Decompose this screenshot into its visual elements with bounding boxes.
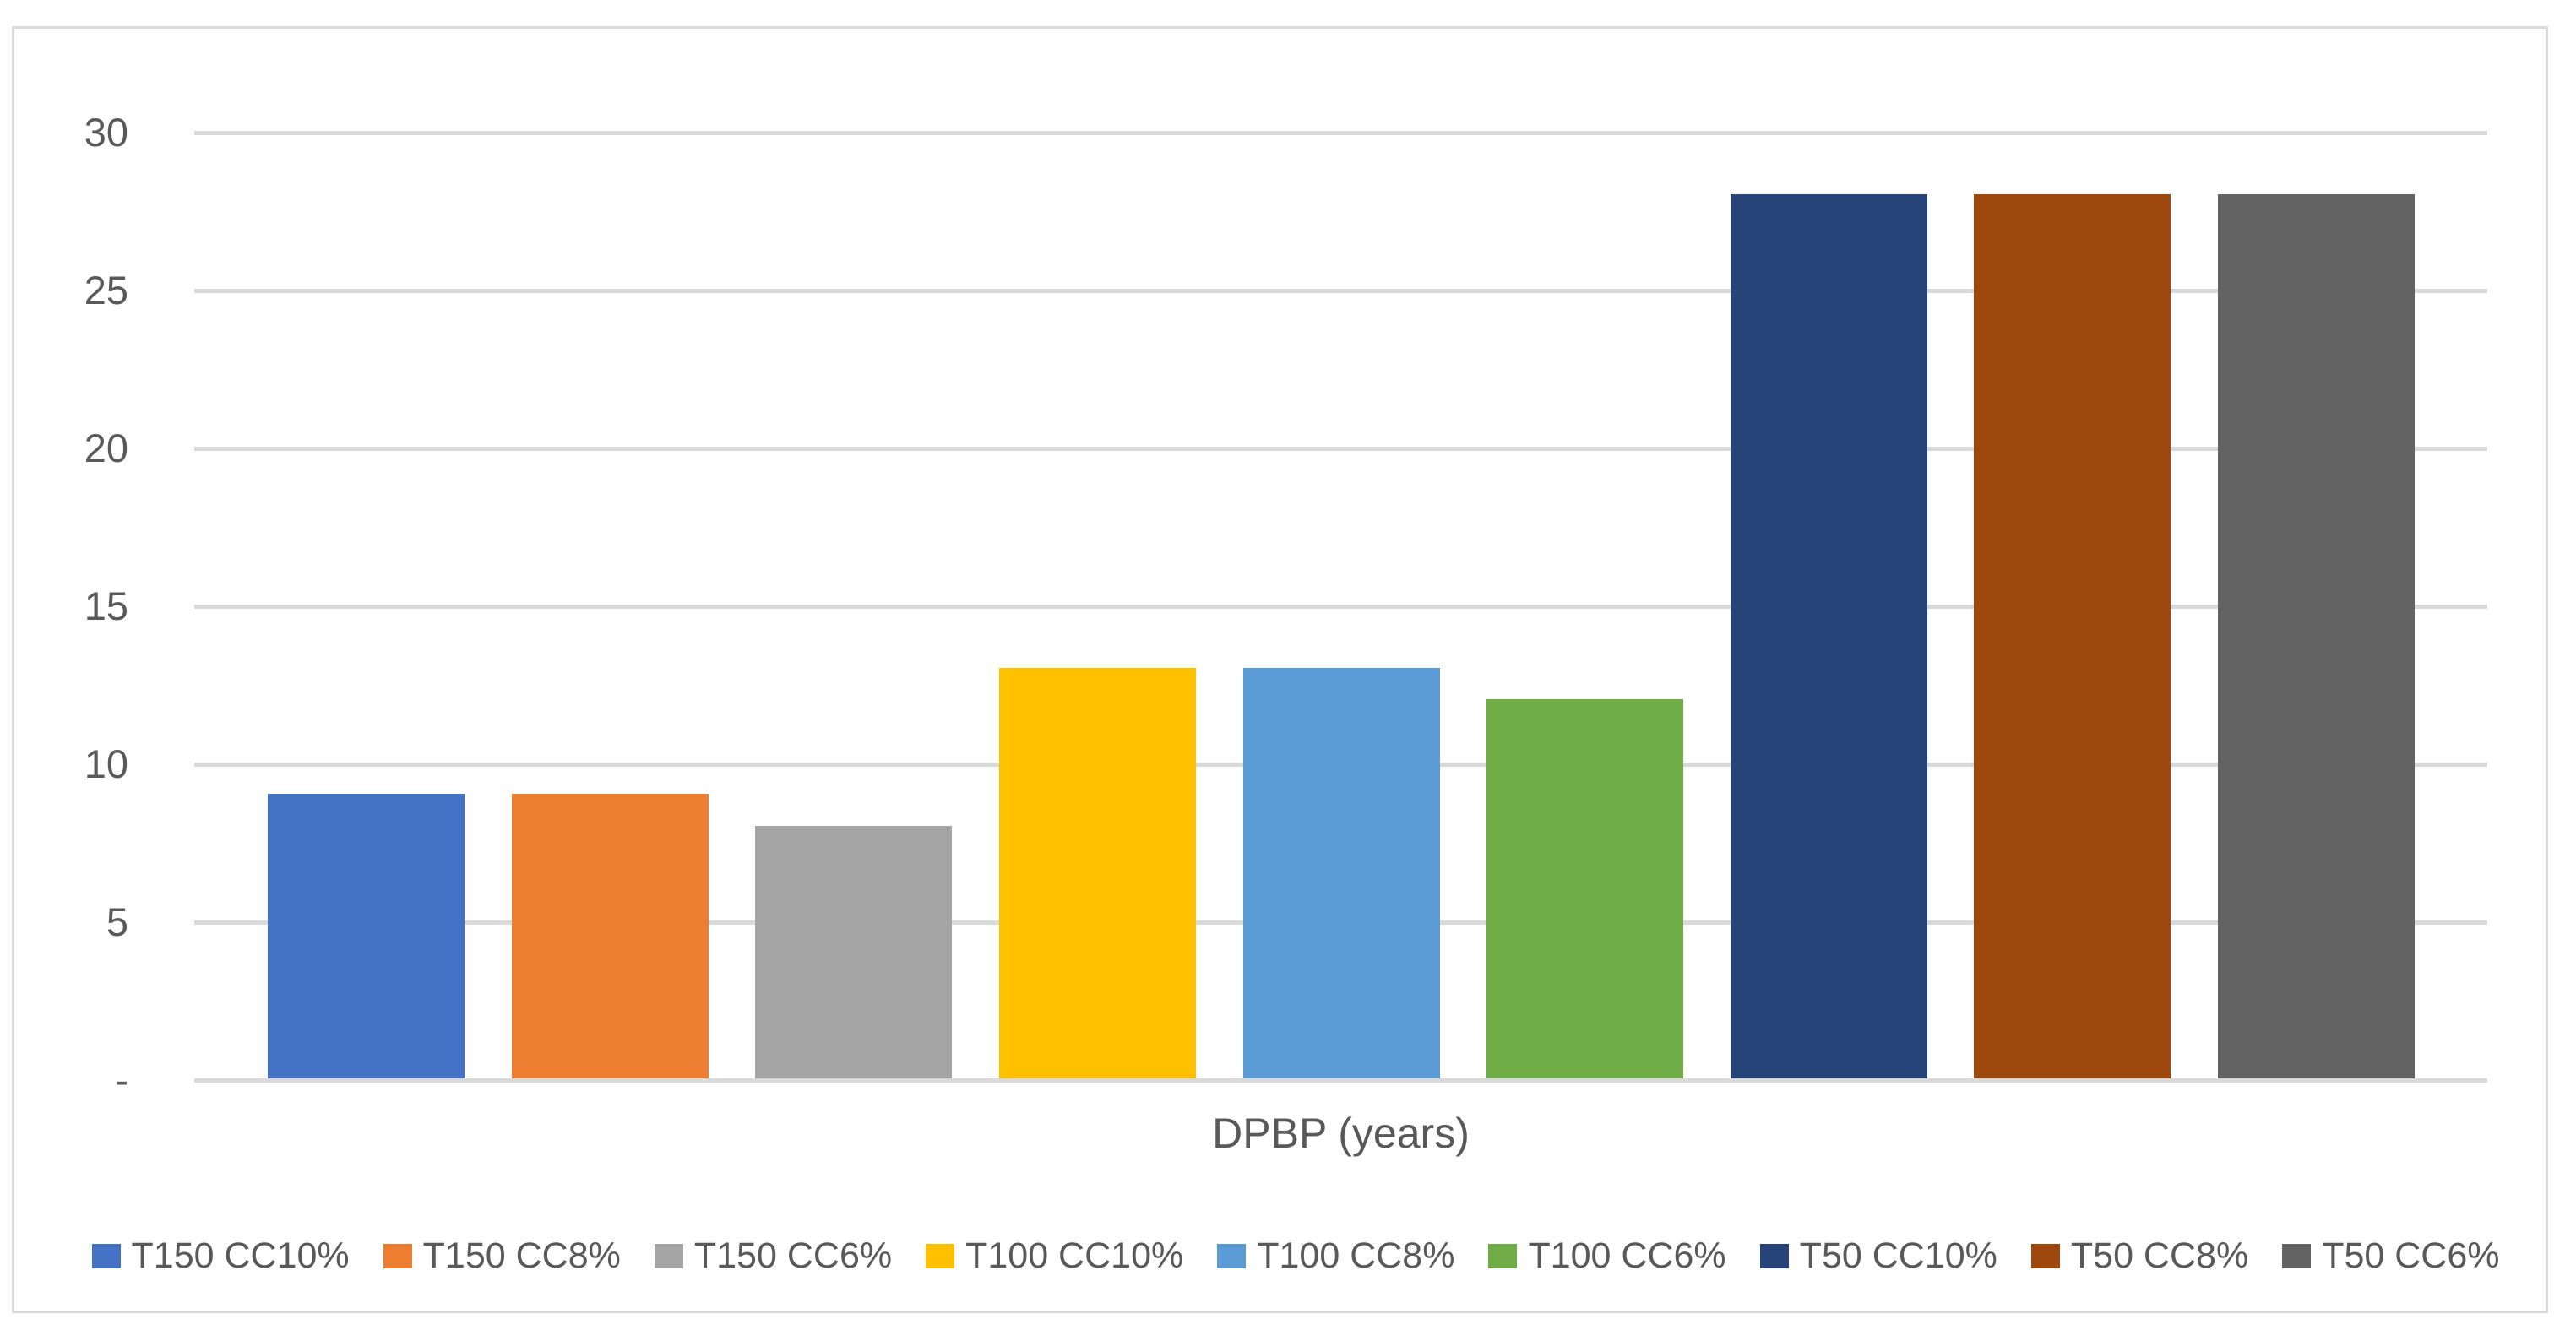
legend-item-t100-cc8pct: T100 CC8%	[1217, 1234, 1454, 1278]
bar-t100-cc6pct	[1486, 699, 1684, 1078]
legend-label-t150-cc10pct: T150 CC10%	[131, 1235, 350, 1276]
legend-label-t150-cc6pct: T150 CC6%	[693, 1235, 893, 1276]
bar-t50-cc8pct	[1974, 193, 2171, 1078]
legend-label-t100-cc8pct: T100 CC8%	[1257, 1235, 1455, 1276]
gridline-0	[194, 1078, 2487, 1083]
legend-color-swatch-t150-cc6pct	[654, 1243, 683, 1268]
legend-item-t100-cc6pct: T100 CC6%	[1488, 1234, 1726, 1278]
legend-label-t100-cc6pct: T100 CC6%	[1528, 1235, 1726, 1276]
legend-item-t100-cc10pct: T100 CC10%	[926, 1234, 1183, 1278]
legend-item-t150-cc8pct: T150 CC8%	[383, 1234, 621, 1278]
legend-item-t150-cc6pct: T150 CC6%	[654, 1234, 893, 1278]
legend-item-t150-cc10pct: T150 CC10%	[91, 1234, 350, 1278]
y-tick-label-10: 10	[84, 741, 128, 786]
legend-color-swatch-t50-cc8pct	[2030, 1243, 2060, 1268]
legend-item-t50-cc6pct: T50 CC6%	[2282, 1234, 2499, 1278]
legend: T150 CC10% T150 CC8% T150 CC6% T100 CC10% T1…	[29, 1234, 2562, 1278]
y-tick-label-30: 30	[84, 110, 128, 155]
legend-item-t50-cc8pct: T50 CC8%	[2030, 1234, 2249, 1278]
bar-t150-cc10pct	[268, 794, 465, 1078]
legend-label-t50-cc6pct: T50 CC6%	[2322, 1235, 2500, 1276]
legend-color-swatch-t50-cc6pct	[2282, 1243, 2312, 1268]
gridline-30	[194, 131, 2487, 135]
gridline-15	[194, 605, 2487, 609]
legend-label-t100-cc10pct: T100 CC10%	[965, 1235, 1184, 1276]
legend-item-t50-cc10pct: T50 CC10%	[1759, 1234, 1997, 1278]
bar-t50-cc6pct	[2218, 193, 2415, 1078]
y-axis-tick-labels: - 5 10 15 20 25 30	[14, 110, 128, 1102]
bar-t100-cc8pct	[1242, 667, 1440, 1078]
y-tick-label-20: 20	[84, 426, 128, 470]
legend-color-swatch-t150-cc8pct	[383, 1243, 412, 1268]
legend-label-t150-cc8pct: T150 CC8%	[422, 1235, 621, 1276]
legend-label-t50-cc8pct: T50 CC8%	[2070, 1235, 2249, 1276]
chart-frame: - 5 10 15 20 25 30 DPBP (years) T150 CC10% T150…	[12, 26, 2548, 1313]
gridline-20	[194, 447, 2487, 451]
y-tick-label-25: 25	[84, 268, 128, 312]
legend-color-swatch-t100-cc10pct	[926, 1243, 955, 1268]
bar-t150-cc8pct	[511, 794, 709, 1078]
y-tick-label-5: 5	[106, 899, 128, 944]
y-tick-label-0: -	[115, 1057, 128, 1102]
bar-t100-cc10pct	[998, 667, 1196, 1078]
bar-t150-cc6pct	[755, 825, 953, 1078]
legend-label-t50-cc10pct: T50 CC10%	[1799, 1235, 1997, 1276]
legend-color-swatch-t100-cc8pct	[1217, 1243, 1247, 1268]
x-axis-title: DPBP (years)	[1212, 1110, 1470, 1157]
legend-color-swatch-t100-cc6pct	[1488, 1243, 1518, 1268]
plot-area	[194, 131, 2487, 1083]
y-tick-label-15: 15	[84, 584, 128, 628]
gridline-25	[194, 289, 2487, 293]
legend-color-swatch-t150-cc10pct	[91, 1243, 121, 1268]
bar-t50-cc10pct	[1730, 193, 1927, 1078]
legend-color-swatch-t50-cc10pct	[1759, 1243, 1789, 1268]
